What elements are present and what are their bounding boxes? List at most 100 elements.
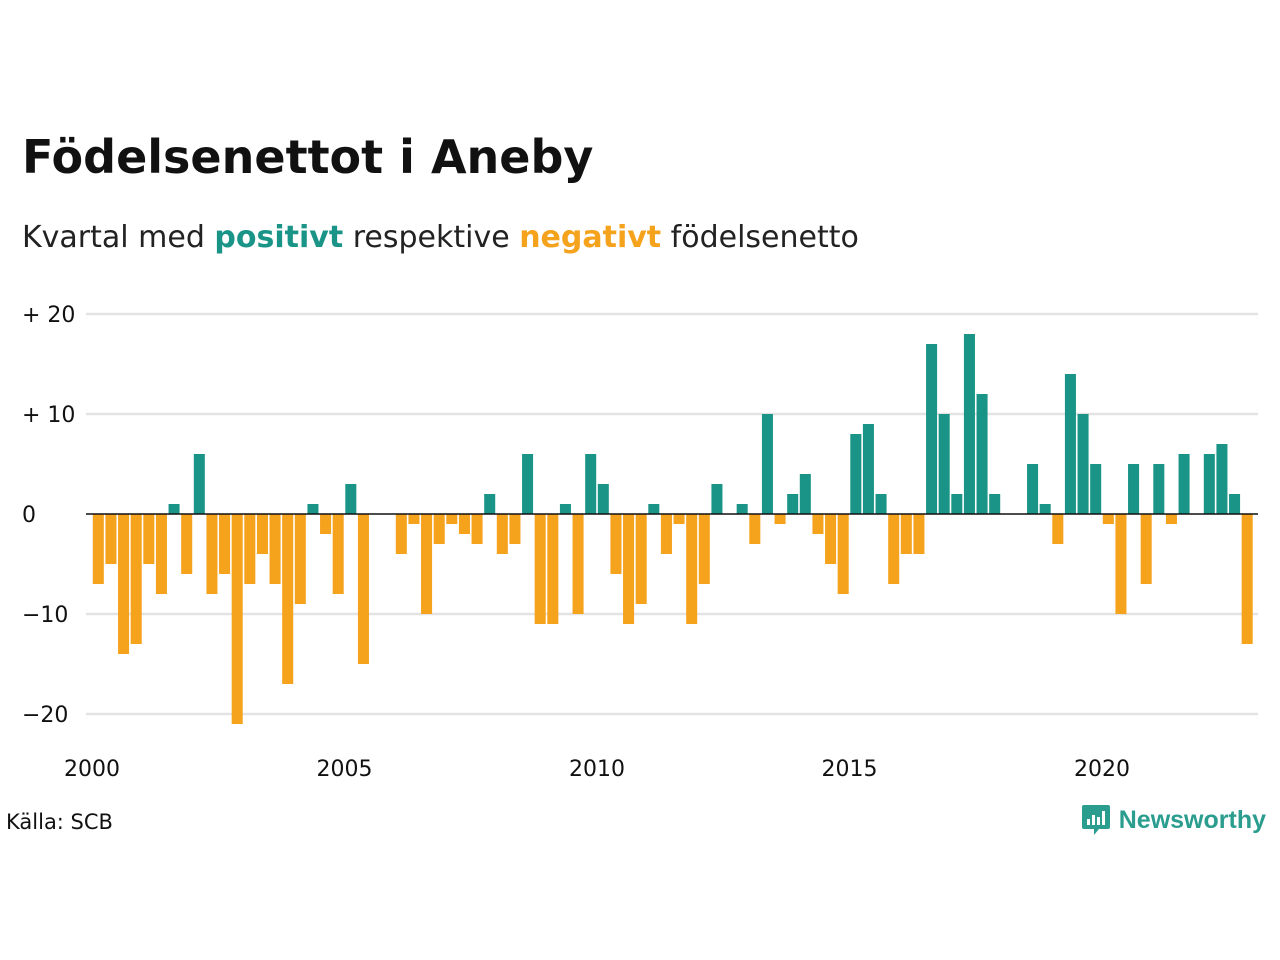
chart-title: Födelsenettot i Aneby [22,130,594,184]
bar-2021-q2 [1165,514,1177,524]
bar-2004-q2 [307,504,319,514]
bar-2015-q2 [862,424,874,514]
x-tick-label: 2000 [64,757,120,782]
bar-2007-q3 [471,514,483,544]
x-tick-label: 2010 [569,757,625,782]
bar-2010-q3 [623,514,635,624]
bar-2000-q2 [105,514,117,564]
bar-2003-q2 [256,514,268,554]
bar-2006-q1 [395,514,407,554]
bar-2012-q2 [711,484,723,514]
bar-2008-q3 [522,454,534,514]
bar-2004-q4 [332,514,344,594]
bar-2009-q4 [585,454,597,514]
bar-2020-q1 [1102,514,1114,524]
bar-2020-q2 [1115,514,1127,614]
bar-2022-q3 [1229,494,1241,514]
bar-2000-q3 [118,514,130,654]
bar-2002-q1 [193,454,205,514]
bar-2002-q4 [231,514,243,724]
bar-2003-q1 [244,514,256,584]
bar-2006-q3 [421,514,433,614]
bar-2004-q1 [294,514,306,604]
bar-2004-q3 [320,514,332,534]
bar-2016-q2 [913,514,925,554]
bar-2008-q2 [509,514,521,544]
bar-2007-q1 [446,514,458,524]
bar-2009-q1 [547,514,559,624]
bar-2006-q4 [433,514,445,544]
bar-2013-q1 [749,514,761,544]
y-tick-label: −10 [22,603,68,628]
bar-chart: + 20 + 10 0 −10 −20 2000 2005 2010 2015 2020 [22,303,1258,782]
bar-2013-q2 [761,414,773,514]
subtitle-suffix: födelsenetto [661,220,859,255]
y-tick-label: + 20 [22,303,75,328]
newsworthy-logo-icon [1081,805,1110,835]
x-tick-label: 2005 [317,757,373,782]
bar-2009-q2 [559,504,571,514]
bar-2001-q4 [181,514,193,574]
bar-2012-q1 [698,514,710,584]
subtitle-prefix: Kvartal med [22,220,215,255]
bar-2019-q4 [1090,464,1102,514]
subtitle-middle: respektive [343,220,520,255]
bar-2010-q1 [597,484,609,514]
y-axis-labels: + 20 + 10 0 −10 −20 [22,303,75,728]
bar-2000-q1 [92,514,104,584]
bar-2017-q1 [951,494,963,514]
bar-2014-q4 [837,514,849,594]
bar-2003-q3 [269,514,281,584]
bar-2001-q2 [155,514,167,594]
bar-2013-q3 [774,514,786,524]
bar-2017-q2 [963,334,975,514]
bar-2011-q3 [673,514,685,524]
bar-2002-q2 [206,514,218,594]
bar-2014-q2 [812,514,824,534]
bar-2013-q4 [787,494,799,514]
subtitle-positive-word: positivt [214,220,344,255]
bar-2021-q1 [1153,464,1165,514]
bar-2003-q4 [282,514,294,684]
bar-2008-q1 [496,514,508,554]
bar-2012-q4 [736,504,748,514]
bar-2011-q2 [660,514,672,554]
chart-subtitle: Kvartal med positivt respektive negativt… [22,220,859,255]
subtitle-negative-word: negativt [519,220,662,255]
newsworthy-logo: Newsworthy [1081,803,1266,837]
bar-2020-q4 [1140,514,1152,584]
bar-2015-q1 [850,434,862,514]
bar-2019-q1 [1052,514,1064,544]
y-tick-label: 0 [22,503,36,528]
bar-2010-q2 [610,514,622,574]
x-tick-label: 2020 [1074,757,1130,782]
bar-2009-q3 [572,514,584,614]
bar-2014-q3 [825,514,837,564]
bar-2017-q4 [989,494,1001,514]
x-tick-label: 2015 [822,757,878,782]
bar-2015-q3 [875,494,887,514]
bar-2011-q4 [686,514,698,624]
bar-2018-q3 [1027,464,1039,514]
bar-2017-q3 [976,394,988,514]
y-tick-label: + 10 [22,403,75,428]
bar-2019-q3 [1077,414,1089,514]
bar-2022-q4 [1241,514,1253,644]
bar-2016-q1 [900,514,912,554]
bar-2014-q1 [799,474,811,514]
bar-2000-q4 [130,514,142,644]
bar-2016-q3 [926,344,938,514]
bar-2007-q2 [458,514,470,534]
gridlines [86,312,1258,716]
bar-2018-q4 [1039,504,1051,514]
bar-2021-q3 [1178,454,1190,514]
bar-2007-q4 [484,494,496,514]
bar-2010-q4 [635,514,647,604]
bar-2020-q3 [1128,464,1140,514]
y-tick-label: −20 [22,703,68,728]
source-note: Källa: SCB [6,810,113,834]
newsworthy-logo-text: Newsworthy [1118,805,1266,834]
bar-2005-q1 [345,484,357,514]
bar-2005-q2 [357,514,369,664]
x-axis-labels: 2000 2005 2010 2015 2020 [64,757,1130,782]
